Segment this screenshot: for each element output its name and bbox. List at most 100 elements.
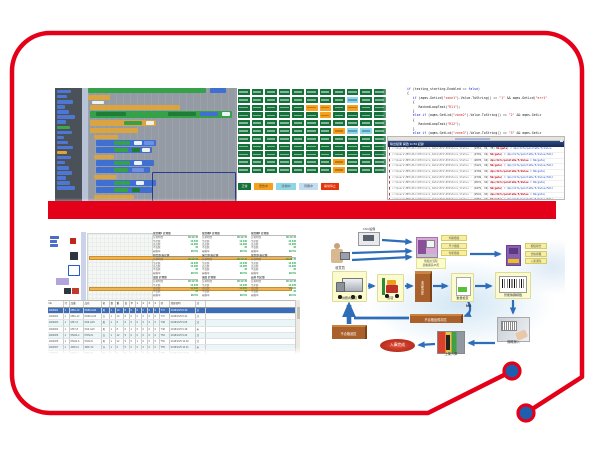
table-cell: 12: [116, 332, 124, 338]
hmi-indicator: [70, 238, 76, 244]
grid-cell: [360, 120, 372, 127]
table-cell: 黒: [102, 326, 110, 332]
grid-cell: [265, 151, 277, 158]
grid-cell: [306, 167, 318, 173]
grid-cell: [251, 96, 264, 103]
hmi-indicator: [50, 240, 57, 243]
grid-cell: [292, 96, 304, 103]
log-segment: dps/Info/pointsRv/5/Value: [490, 181, 531, 185]
grid-cell: [238, 151, 250, 158]
table-cell: 2018/10/5 9:05: [170, 320, 196, 326]
table-cell: 黒: [102, 308, 110, 314]
grid-cell: [333, 89, 345, 95]
legend-chip: 待機中: [299, 183, 318, 190]
grid-cell: [346, 135, 359, 142]
hmi-label: 稼働率: [251, 271, 259, 275]
grid-cell: [360, 128, 372, 134]
grid-cell: [360, 143, 372, 150]
table-cell: T48: [160, 320, 170, 326]
machineC-node: [416, 237, 438, 258]
grid-cell: [333, 112, 345, 119]
table-cell: 黒: [102, 338, 110, 345]
grid-cell: [292, 151, 304, 158]
table-cell: M8A-10: [70, 308, 84, 314]
grid-cell: [346, 151, 359, 158]
log-segment: = dps/Info/pointsRv/5/Value/5din: [504, 198, 554, 200]
grid-cell: [265, 167, 277, 173]
grid-cell: [251, 159, 264, 166]
warehouse-flow-diagram: CNC設備 收貨員 外觀檢驗 尺寸檢驗 性能檢驗 檢驗全流程 過帳體系45天 檢驗報告 合格標…: [318, 227, 565, 360]
purple-node: [506, 245, 521, 266]
grid-cell: [292, 128, 304, 134]
table-cell: 済: [196, 314, 206, 320]
note-node: 檢驗全流程 過帳體系45天: [416, 258, 446, 269]
canvas-block: [132, 148, 140, 152]
canvas-block: [136, 181, 144, 185]
grid-cell: [265, 159, 277, 166]
log-segment: c:\Users\MES\PLC\PXI\Core_Data\PCS\PXISt…: [392, 169, 474, 173]
code-text: {: [407, 100, 415, 105]
corner-dot-2: [516, 403, 536, 423]
code-text: && aqms.GetLc: [514, 113, 542, 118]
grid-cell: [278, 167, 291, 173]
grid-cell: [278, 159, 291, 166]
table-cell: T47: [160, 308, 170, 314]
table-cell: 2018/10/5 8:42: [170, 314, 196, 320]
hmi-group-row: 稼働率 98.5%: [202, 272, 247, 275]
grid-cell: [319, 143, 332, 150]
grid-cell: [292, 167, 304, 173]
flow-node-label: 智能條碼標籤: [503, 293, 522, 298]
hmi-value: 98.5%: [190, 249, 198, 253]
canvas-block: [130, 112, 164, 116]
grid-cell: [265, 120, 277, 127]
grid-cell: [333, 151, 345, 158]
code-editor-screenshot: if (testing_starting.Enabled == false){ …: [404, 86, 564, 135]
table-cell: PM20-4: [70, 332, 84, 338]
hmi-value: 98.5%: [190, 271, 198, 275]
table-cell: 済: [196, 308, 206, 314]
code-text: RackedLoopTask(: [407, 122, 448, 127]
legend-chip: 異常停止: [321, 183, 339, 190]
log-segment: NG(gate): [490, 164, 505, 168]
hmi-group-row: 稼働率 98.5%: [153, 272, 198, 275]
grid-cell: [251, 143, 264, 150]
chip-node: 檢驗報告: [525, 243, 547, 249]
close-icon: [559, 138, 563, 142]
hmi-indicator: [70, 252, 78, 260]
toolbox-block: [57, 176, 66, 180]
hmi-group: 速度 計測値 計測時間 08:12:45 生産数 12,345 良品数 12,300 不良数 4…: [202, 276, 247, 298]
log-segment: (2794, 16): [473, 169, 491, 173]
canvas-block: [142, 148, 150, 152]
table-header-cell: 重: [116, 301, 124, 307]
log-segment: = NG(gate): [530, 181, 546, 185]
table-cell: 白: [102, 314, 110, 320]
toolbox-block: [57, 145, 73, 150]
grid-cell: [278, 151, 291, 158]
table-cell: 済: [196, 338, 206, 345]
toolbox-block: [57, 171, 72, 175]
table-header-cell: 色: [102, 301, 110, 307]
table-cell: MS7-8: [70, 326, 84, 332]
code-text: if (testing_starting.Enabled == false): [407, 87, 480, 91]
grid-cell: [319, 151, 332, 158]
grid-cell: [360, 89, 372, 95]
log-title-bar: 輸出結果 開啟 11:53 記錄: [388, 141, 564, 148]
table-header-cell: 品番: [70, 301, 84, 307]
hmi-group-row: 稼働率 98.5%: [202, 294, 247, 297]
hmi-label: 稼働率: [202, 249, 210, 253]
grid-cell: [251, 104, 264, 111]
grid-cell: [265, 89, 277, 95]
table-cell: M8A-12: [70, 314, 84, 320]
hmi-value: 98.5%: [239, 271, 247, 275]
photoScan-node: 條碼掃入: [497, 317, 530, 344]
grid-cell: [346, 112, 359, 119]
grid-cell: [306, 89, 318, 95]
code-text: && aqms.GetLcd(: [504, 95, 536, 100]
toolbox-block: [57, 150, 67, 155]
grid-cell: [278, 112, 291, 119]
canvas-block: [114, 161, 130, 165]
table-cell: 2018/10/5 9:44: [170, 332, 196, 338]
log-segment: c:\Users\MES\PLC\PXI\Core_Data\PCS\PXISt…: [392, 158, 474, 162]
red-divider-bar: [48, 201, 556, 219]
table-cell: 済: [196, 332, 206, 338]
